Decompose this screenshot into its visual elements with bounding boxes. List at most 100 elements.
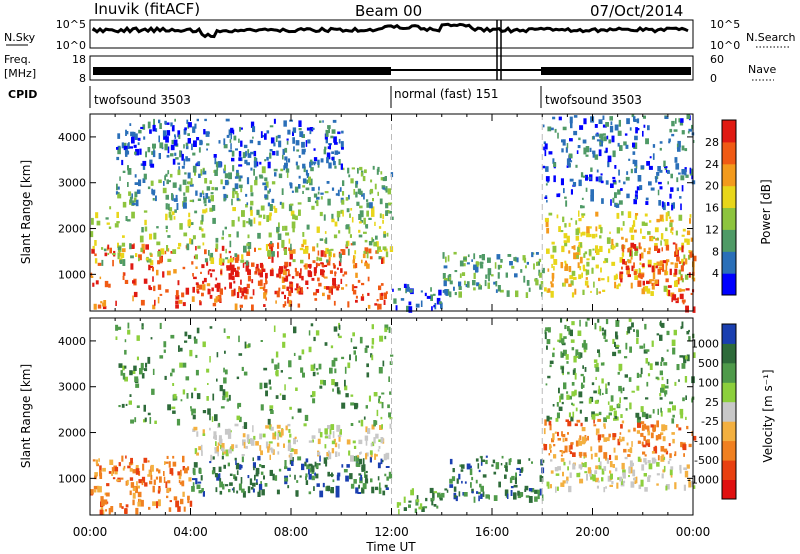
data-cell — [596, 362, 599, 370]
data-cell — [190, 178, 193, 185]
data-cell — [546, 415, 550, 422]
data-cell — [196, 118, 199, 122]
data-cell — [415, 499, 419, 506]
data-cell — [576, 419, 581, 423]
data-cell — [331, 129, 336, 134]
data-cell — [150, 464, 154, 472]
data-cell — [318, 282, 322, 287]
data-cell — [599, 141, 602, 146]
data-cell — [454, 292, 457, 296]
data-cell — [408, 301, 412, 306]
data-cell — [319, 238, 324, 241]
data-cell — [152, 304, 156, 310]
colorbar-label: 20 — [705, 180, 719, 193]
data-cell — [376, 299, 379, 302]
data-cell — [665, 215, 668, 222]
data-cell — [170, 372, 173, 377]
data-cell — [347, 301, 350, 308]
data-cell — [634, 168, 637, 174]
data-cell — [622, 472, 626, 479]
data-cell — [606, 458, 610, 464]
data-cell — [332, 161, 336, 166]
data-cell — [478, 469, 481, 473]
data-cell — [185, 376, 190, 381]
cpid-segment-2: normal (fast) 151 — [394, 87, 498, 101]
data-cell — [556, 402, 559, 407]
data-cell — [534, 278, 537, 282]
data-cell — [234, 191, 238, 195]
data-cell — [212, 302, 217, 307]
data-cell — [187, 181, 191, 185]
data-cell — [681, 258, 684, 264]
data-cell — [132, 486, 136, 492]
data-cell — [613, 447, 616, 453]
data-cell — [554, 431, 557, 434]
data-cell — [620, 278, 623, 283]
data-cell — [261, 465, 265, 469]
data-cell — [648, 475, 652, 478]
data-cell — [560, 351, 563, 357]
data-cell — [689, 167, 692, 174]
data-cell — [385, 291, 388, 295]
data-cell — [368, 217, 372, 220]
data-cell — [327, 198, 331, 206]
data-cell — [171, 211, 175, 216]
data-cell — [140, 499, 144, 507]
data-cell — [222, 258, 225, 263]
data-cell — [340, 163, 343, 170]
data-cell — [262, 287, 265, 291]
data-cell — [167, 488, 170, 493]
data-cell — [257, 491, 260, 497]
data-cell — [485, 494, 489, 499]
data-cell — [689, 218, 691, 224]
data-cell — [225, 449, 229, 457]
data-cell — [106, 222, 110, 225]
data-cell — [602, 392, 604, 395]
data-cell — [640, 274, 643, 280]
data-cell — [246, 344, 250, 349]
data-cell — [673, 129, 678, 132]
data-cell — [670, 187, 674, 192]
data-cell — [511, 265, 515, 269]
data-cell — [294, 186, 299, 193]
data-cell — [174, 118, 176, 122]
data-cell — [196, 431, 199, 437]
data-cell — [384, 473, 387, 477]
data-cell — [121, 403, 125, 408]
data-cell — [379, 213, 382, 219]
data-cell — [137, 137, 141, 141]
data-cell — [238, 164, 243, 167]
data-cell — [672, 438, 675, 444]
data-cell — [645, 201, 649, 205]
data-cell — [408, 504, 411, 508]
data-cell — [172, 410, 176, 414]
data-cell — [407, 284, 410, 289]
data-cell — [669, 219, 674, 223]
data-cell — [632, 159, 635, 165]
data-cell — [551, 438, 555, 443]
data-cell — [645, 197, 649, 201]
data-cell — [258, 247, 262, 251]
power-ylabel: Slant Range [km] — [19, 160, 33, 264]
data-cell — [304, 414, 309, 421]
data-cell — [605, 122, 609, 127]
data-cell — [548, 151, 553, 155]
data-cell — [500, 463, 503, 466]
velocity-x-ticks — [89, 318, 694, 515]
data-cell — [540, 459, 543, 465]
data-cell — [196, 327, 200, 334]
data-cell — [365, 440, 368, 446]
data-cell — [201, 292, 204, 297]
data-cell — [364, 169, 367, 174]
data-cell — [170, 334, 175, 339]
data-cell — [656, 462, 660, 467]
data-cell — [355, 180, 358, 188]
data-cell — [117, 242, 119, 248]
data-cell — [283, 265, 287, 269]
colorbar-label: -500 — [694, 454, 719, 467]
data-cell — [153, 232, 157, 240]
data-cell — [236, 198, 240, 201]
data-cell — [378, 446, 381, 449]
data-cell — [282, 225, 284, 231]
data-cell — [651, 265, 655, 273]
